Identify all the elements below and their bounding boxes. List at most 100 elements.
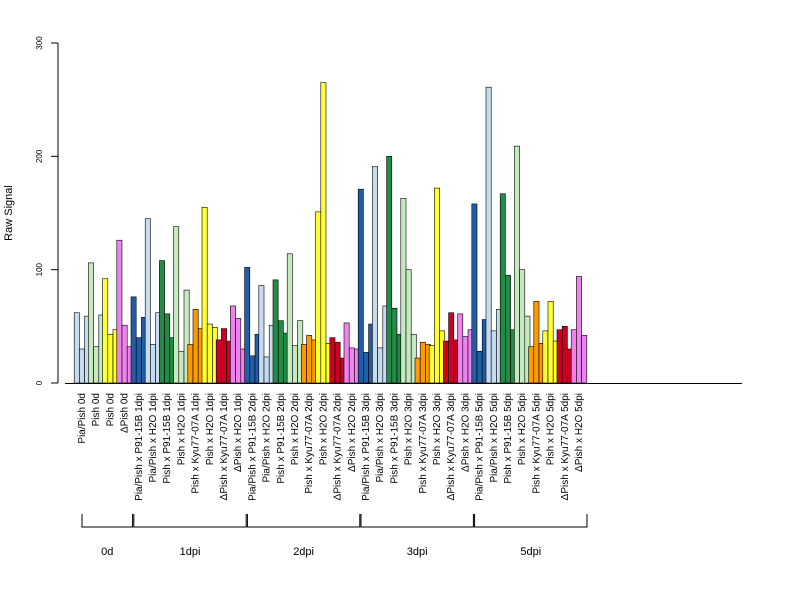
- x-tick-label: Pish x Kyu77-07A 5dpi: [531, 393, 542, 494]
- bar: [576, 276, 582, 384]
- bar: [471, 203, 478, 384]
- x-tick-label: Pish x P91-15B 5dpi: [503, 393, 514, 484]
- bar: [434, 187, 440, 384]
- bar: [301, 344, 307, 384]
- x-tick-label: ΔPish x H2O 1dpi: [233, 393, 244, 472]
- group-bracket: [474, 514, 588, 528]
- x-tick-label: Pish 0d: [105, 393, 116, 426]
- group-label: 3dpi: [407, 546, 428, 558]
- bar: [192, 309, 199, 384]
- x-tick-label: Pish x Kyu77-07A 1dpi: [191, 393, 202, 494]
- bar: [505, 275, 511, 384]
- bar: [150, 344, 156, 384]
- x-tick-label: Pish x H2O 5dpi: [517, 393, 528, 465]
- x-tick-label: ΔPish x H2O 5dpi: [574, 393, 585, 472]
- x-tick-label: Pish x H2O 2dpi: [318, 393, 329, 465]
- bar: [405, 269, 412, 384]
- bar: [79, 348, 85, 384]
- bar: [320, 82, 327, 384]
- x-tick-label: ΔPish x Kyu77-07A 5dpi: [560, 393, 571, 500]
- bar: [448, 312, 455, 384]
- bar: [187, 344, 194, 384]
- bar: [277, 320, 284, 384]
- bar: [499, 193, 506, 384]
- bar: [201, 207, 208, 384]
- group-bracket: [246, 514, 361, 528]
- bar: [235, 318, 242, 384]
- bar: [400, 197, 407, 384]
- x-tick-label: ΔPish x H2O 3dpi: [460, 393, 471, 472]
- bar: [581, 335, 588, 384]
- bar: [528, 346, 535, 384]
- bar: [462, 336, 469, 384]
- bar: [221, 328, 227, 384]
- bar: [173, 226, 180, 384]
- x-tick-label: ΔPish x Kyu77-07A 2dpi: [333, 393, 344, 500]
- bar: [130, 296, 137, 384]
- group-bracket: [81, 514, 134, 528]
- x-tick-label: ΔPish x Kyu77-07A 3dpi: [446, 393, 457, 500]
- y-tick-label: 200: [35, 149, 44, 163]
- x-tick-label: Pish x H2O 1dpi: [205, 393, 216, 465]
- x-tick-label: Pia/Pish x P91-15B 3dpi: [361, 393, 372, 501]
- bar: [542, 330, 549, 384]
- bar: [292, 345, 298, 384]
- x-tick-label: Pia/Pish 0d: [77, 393, 88, 444]
- bar: [457, 313, 464, 384]
- bar: [561, 326, 568, 384]
- group-label: 1dpi: [180, 546, 201, 558]
- x-tick-label: Pia/Pish x P91-15B 1dpi: [134, 393, 145, 501]
- bar: [570, 329, 577, 384]
- group-label: 0d: [101, 546, 113, 558]
- x-tick-labels: Pia/Pish 0d Pish 0d Pish 0d ΔPish 0d Pia/Pis…: [77, 393, 585, 501]
- x-tick-label: Pish x H2O 1dpi: [176, 393, 187, 465]
- bar: [372, 166, 378, 384]
- x-tick-label: ΔPish x Kyu77-07A 1dpi: [219, 393, 230, 500]
- bar: [419, 341, 426, 384]
- x-tick-label: Pish x H2O 2dpi: [290, 393, 301, 465]
- bar: [230, 305, 236, 384]
- bar: [348, 347, 355, 384]
- bar: [386, 156, 393, 384]
- bar: [164, 313, 171, 384]
- x-tick-label: Pish x P91-15B 1dpi: [162, 393, 173, 484]
- bar: [88, 262, 94, 384]
- bars-layer: [73, 82, 588, 384]
- bar: [377, 347, 384, 384]
- bar: [306, 335, 313, 384]
- bar: [144, 218, 151, 384]
- bar: [533, 301, 540, 384]
- x-tick-label: ΔPish 0d: [120, 393, 131, 433]
- bar: [107, 333, 114, 384]
- group-bracket: [360, 514, 474, 528]
- x-tick-label: ΔPish x H2O 2dpi: [347, 393, 358, 472]
- bar: [490, 330, 497, 384]
- group-brackets: 0d 1dpi 2dpi 3dpi 5dpi: [81, 514, 588, 558]
- y-axis: 0 100 200 300: [35, 36, 59, 385]
- bar: [391, 307, 398, 384]
- x-tick-label: Pia/Pish x H2O 5dpi: [489, 393, 500, 483]
- bar: [135, 337, 142, 384]
- bar: [159, 260, 165, 384]
- bar: [116, 239, 123, 384]
- x-tick-label: Pish x H2O 3dpi: [404, 393, 415, 465]
- bar: [343, 322, 350, 384]
- x-tick-label: Pish x Kyu77-07A 3dpi: [418, 393, 429, 494]
- bar: [476, 350, 483, 384]
- bar: [443, 340, 449, 384]
- x-tick-label: Pia/Pish x H2O 3dpi: [375, 393, 386, 483]
- group-bracket: [133, 514, 247, 528]
- bar: [121, 324, 128, 384]
- x-tick-label: Pish 0d: [91, 393, 102, 426]
- bar: [514, 145, 520, 384]
- bar: [93, 346, 100, 384]
- group-label: 5dpi: [520, 546, 541, 558]
- y-axis-label: Raw Signal: [3, 185, 15, 241]
- bar: [244, 267, 251, 384]
- y-tick-label: 300: [35, 36, 44, 50]
- x-tick-label: Pish x P91-15B 3dpi: [389, 393, 400, 484]
- bar: [73, 312, 80, 384]
- bar: [102, 278, 109, 384]
- bar: [263, 356, 270, 384]
